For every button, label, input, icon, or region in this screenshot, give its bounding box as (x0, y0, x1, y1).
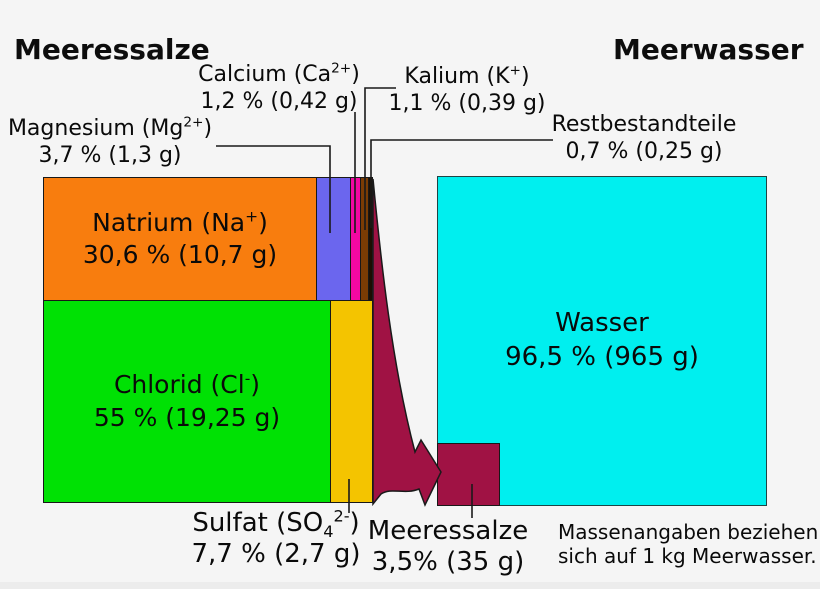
meeressalze-square-segment (437, 443, 500, 506)
sulfat-name: Sulfat (SO42-) (192, 506, 360, 542)
kalium-name: Kalium (K+) (404, 62, 530, 89)
rest-value: 0,7 % (0,25 g) (565, 138, 723, 164)
sulfat-value: 7,7 % (2,7 g) (191, 538, 361, 569)
magnesium-value: 3,7 % (1,3 g) (38, 142, 182, 168)
salt-value: 3,5% (35 g) (371, 546, 525, 577)
calcium-name: Calcium (Ca2+) (198, 60, 360, 87)
magnesium-segment (316, 177, 351, 301)
mass-note-line1: Massenangaben beziehen (558, 520, 819, 544)
mass-note: Massenangaben beziehen sich auf 1 kg Mee… (558, 520, 819, 568)
rest-name: Restbestandteile (551, 112, 737, 137)
page-title-meeressalze: Meeressalze (14, 33, 210, 66)
mass-note-line2: sich auf 1 kg Meerwasser. (558, 543, 817, 568)
rest-segment (368, 177, 373, 301)
flow-arrow (372, 178, 442, 507)
bottom-edge-strip (0, 582, 820, 589)
natrium-segment (43, 177, 317, 301)
chlorid-segment (43, 300, 331, 503)
sulfat-callout-label: Sulfat (SO42-) 7,7 % (2,7 g) (180, 508, 372, 569)
salt-name: Meeressalze (367, 516, 529, 546)
kalium-value: 1,1 % (0,39 g) (388, 90, 546, 116)
kalium-callout-label: Kalium (K+) 1,1 % (0,39 g) (388, 64, 546, 118)
rest-callout-label: Restbestandteile 0,7 % (0,25 g) (545, 112, 743, 166)
page-title-meerwasser: Meerwasser (613, 33, 804, 66)
sulfat-segment (330, 300, 373, 503)
magnesium-callout-label: Magnesium (Mg2+) 3,7 % (1,3 g) (5, 116, 215, 170)
calcium-callout-label: Calcium (Ca2+) 1,2 % (0,42 g) (195, 62, 363, 116)
calcium-value: 1,2 % (0,42 g) (200, 88, 358, 114)
magnesium-name: Magnesium (Mg2+) (7, 114, 213, 141)
salt-square-callout-label: Meeressalze 3,5% (35 g) (362, 516, 534, 577)
